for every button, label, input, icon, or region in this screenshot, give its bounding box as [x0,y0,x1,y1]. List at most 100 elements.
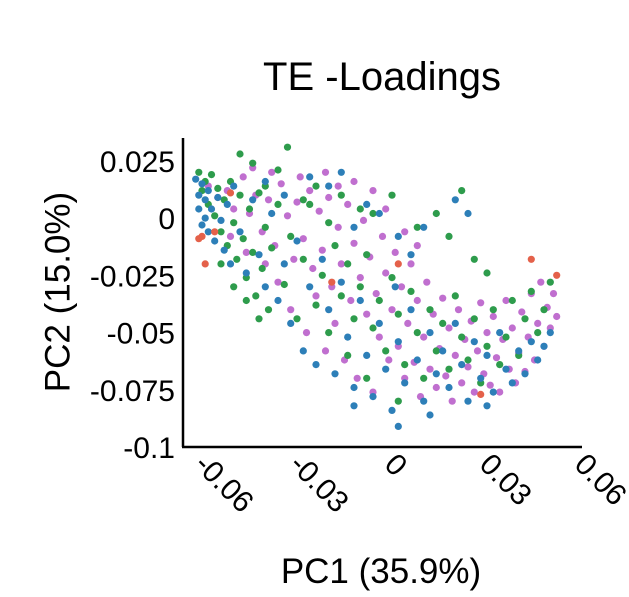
data-point [496,361,504,369]
data-point [353,374,361,382]
data-point [369,393,377,401]
data-point [245,205,254,213]
data-point [372,290,380,298]
data-point [391,248,399,256]
data-point [290,255,298,263]
data-point [359,216,368,224]
data-point [312,182,320,190]
data-point [350,402,358,410]
data-point [518,308,526,316]
data-point [369,324,377,332]
data-point [413,329,421,337]
data-point [489,312,497,321]
data-point [426,411,434,419]
data-point [477,390,485,398]
data-point [445,232,453,240]
data-point [527,255,535,263]
data-point [458,361,466,369]
data-point [306,200,314,208]
data-point [226,189,235,197]
data-point [413,356,421,364]
data-point [198,180,206,188]
data-point [363,200,371,208]
data-point [236,228,244,236]
data-point [502,365,510,373]
data-point [413,242,421,250]
data-point [299,235,307,243]
data-point [477,374,485,382]
data-point [287,306,295,314]
data-point [264,196,273,204]
data-point [226,232,235,240]
data-point [401,379,409,387]
data-point [280,191,288,199]
data-point [350,315,358,323]
data-point [470,315,478,323]
data-point [331,242,339,250]
y-tick-label: 0.025 [100,146,175,179]
data-point [445,324,453,332]
data-point [268,168,276,176]
data-point [217,228,225,236]
data-point [230,205,238,213]
data-point [347,296,355,305]
data-point [407,287,415,295]
x-axis-label: PC1 (35.9%) [281,552,481,591]
data-point [207,205,216,213]
data-point [214,184,222,192]
x-tick-label: 0.06 [568,448,629,513]
data-point [420,374,428,382]
data-point [249,159,257,167]
data-point [432,383,440,392]
data-point [233,255,241,263]
data-point [394,338,402,346]
data-point [318,255,326,263]
data-point [356,274,364,282]
data-point [280,280,288,289]
data-point [242,248,250,256]
data-point [515,347,523,355]
data-point [217,216,225,224]
data-point [331,319,339,327]
data-point [356,296,364,305]
data-point [489,306,497,314]
data-point [439,347,447,355]
data-point [239,235,247,243]
x-tick-label: 0 [378,448,413,483]
data-point [337,191,345,199]
data-point [496,329,504,337]
data-point [261,283,269,291]
data-point [451,292,459,300]
data-point [420,223,428,231]
data-point [413,223,421,231]
data-point [264,306,273,314]
data-point [325,182,333,190]
y-tick-label: -0.05 [107,318,175,351]
data-point [385,356,393,364]
data-point [306,283,314,291]
data-point [375,319,383,327]
data-point [432,209,440,218]
data-point [325,306,333,314]
data-point [328,278,336,286]
data-point [344,333,352,341]
data-point [404,319,412,327]
data-point [420,397,428,405]
data-point [534,329,542,337]
data-point [306,173,314,181]
data-point [439,319,447,327]
data-point [261,177,269,186]
data-point [274,296,282,305]
data-point [321,168,330,176]
data-point [344,351,352,359]
data-point [318,271,326,279]
data-point [350,383,358,392]
scatter-points [192,143,561,430]
data-point [394,260,402,268]
data-point [451,319,459,327]
data-point [448,397,456,405]
data-point [283,212,292,220]
data-point [214,193,222,202]
data-point [255,251,263,259]
data-point [331,370,339,378]
